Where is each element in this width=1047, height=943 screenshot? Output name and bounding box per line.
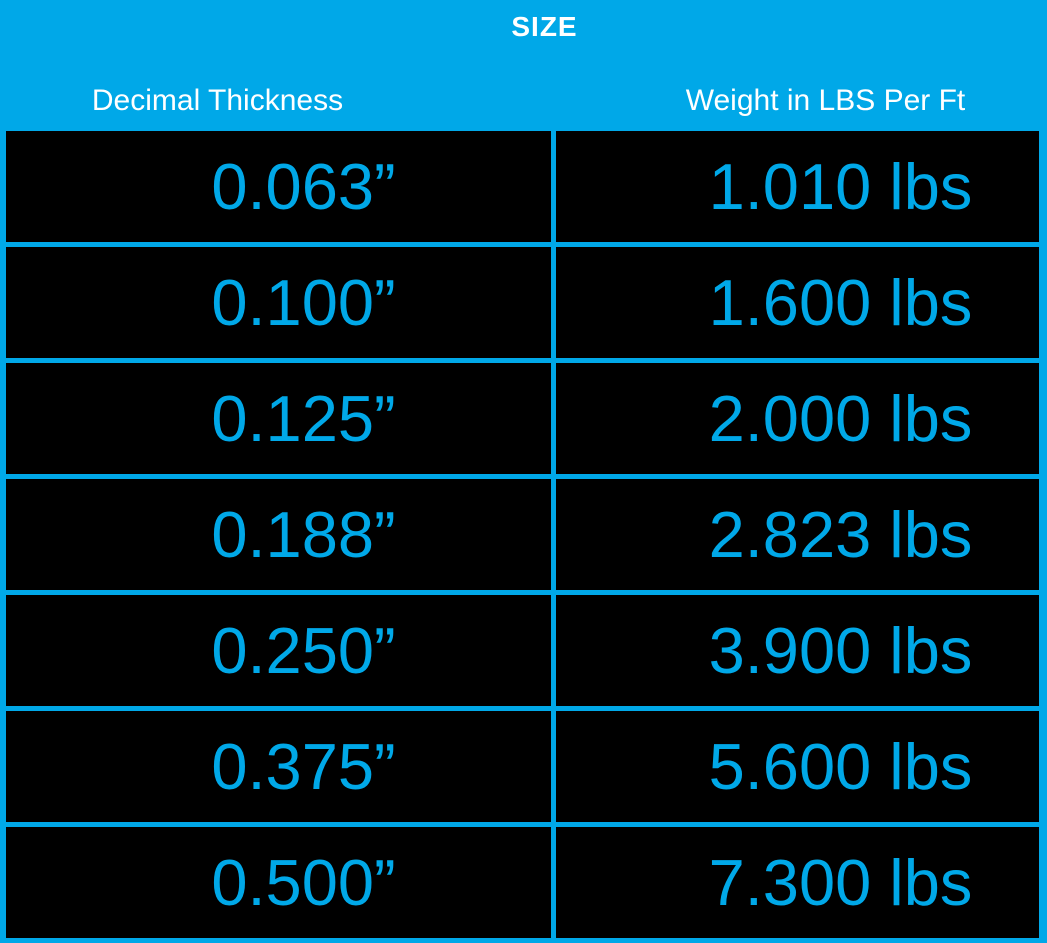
thickness-cell: 0.250” [6,595,551,706]
thickness-value: 0.375” [211,730,396,803]
column-header-weight: Weight in LBS Per Ft [556,86,1039,116]
thickness-value: 0.063” [211,150,396,223]
size-table-body: 0.063” 1.010 lbs 0.100” 1.600 lbs 0.125”… [0,131,1047,943]
weight-cell: 5.600 lbs [556,711,1039,822]
thickness-value: 0.500” [211,846,396,919]
thickness-value: 0.188” [211,498,396,571]
weight-value: 3.900 lbs [708,614,973,687]
thickness-cell: 0.100” [6,247,551,358]
thickness-cell: 0.188” [6,479,551,590]
weight-value: 1.600 lbs [708,266,973,339]
weight-value: 5.600 lbs [708,730,973,803]
thickness-value: 0.100” [211,266,396,339]
column-header-thickness: Decimal Thickness [6,86,551,116]
weight-cell: 1.010 lbs [556,131,1039,242]
thickness-cell: 0.125” [6,363,551,474]
column-header-weight-label: Weight in LBS Per Ft [685,84,966,117]
column-header-thickness-label: Decimal Thickness [91,84,344,117]
weight-value: 7.300 lbs [708,846,973,919]
page-title: SIZE [511,11,578,42]
weight-cell: 7.300 lbs [556,827,1039,938]
thickness-value: 0.125” [211,382,396,455]
table-header-band: SIZE Decimal Thickness Weight in LBS Per… [0,0,1047,131]
weight-cell: 1.600 lbs [556,247,1039,358]
weight-value: 1.010 lbs [708,150,973,223]
weight-value: 2.000 lbs [708,382,973,455]
thickness-cell: 0.375” [6,711,551,822]
thickness-cell: 0.500” [6,827,551,938]
weight-cell: 3.900 lbs [556,595,1039,706]
weight-cell: 2.000 lbs [556,363,1039,474]
weight-value: 2.823 lbs [708,498,973,571]
weight-cell: 2.823 lbs [556,479,1039,590]
thickness-value: 0.250” [211,614,396,687]
column-header-row: Decimal Thickness Weight in LBS Per Ft [0,86,1047,116]
thickness-cell: 0.063” [6,131,551,242]
